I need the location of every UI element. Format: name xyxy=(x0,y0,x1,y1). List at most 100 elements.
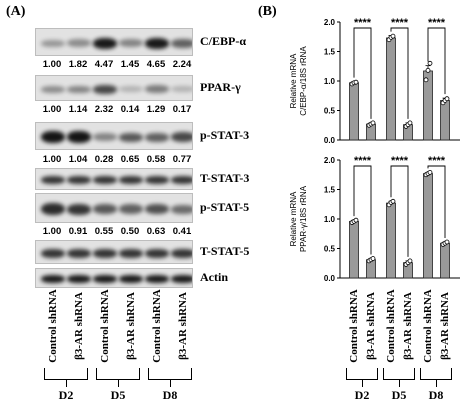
day-bracket xyxy=(346,368,378,387)
blot-band xyxy=(145,85,169,93)
blot-band xyxy=(119,249,143,258)
blot-band xyxy=(145,133,169,142)
protein-label: C/EBP-α xyxy=(200,34,247,48)
bar xyxy=(440,100,450,141)
data-point xyxy=(353,217,359,223)
y-axis-label: Relative mRNAPPAR-γ/18S rRNA xyxy=(289,185,308,252)
y-tick-label: 0.0 xyxy=(324,136,336,145)
bar xyxy=(386,202,396,279)
data-point xyxy=(423,77,429,83)
blot-band xyxy=(119,133,143,142)
panel-b-label: (B) xyxy=(258,4,277,19)
blot-band xyxy=(119,204,143,214)
blot-strip xyxy=(35,168,193,190)
quant-value: 0.65 xyxy=(120,154,140,165)
blot-band xyxy=(171,205,192,214)
y-tick-label: 0.5 xyxy=(324,245,336,254)
y-tick-label: 1.5 xyxy=(324,186,336,195)
data-point xyxy=(444,239,450,245)
quant-value: 1.29 xyxy=(146,104,166,115)
y-axis-label-line: Relative mRNA xyxy=(289,191,298,246)
blot-band xyxy=(171,39,192,48)
blot-band xyxy=(93,249,117,258)
lane-label: β3-AR shRNA xyxy=(439,292,451,360)
blot-band xyxy=(171,275,192,283)
data-point xyxy=(370,120,376,126)
blot-band xyxy=(93,275,117,283)
bar xyxy=(386,37,396,141)
blot-band xyxy=(67,39,91,47)
quant-value: 1.00 xyxy=(42,104,62,115)
day-bracket xyxy=(383,368,415,387)
blot-band xyxy=(41,86,65,93)
blot-band xyxy=(171,176,192,184)
blot-band xyxy=(93,85,117,94)
blot-band xyxy=(145,176,169,184)
data-point xyxy=(427,60,433,66)
y-axis-label-line: PPAR-γ/18S rRNA xyxy=(299,185,308,252)
quant-value: 4.65 xyxy=(146,59,166,70)
lane-label: Control shRNA xyxy=(348,289,360,363)
significance-bracket xyxy=(353,165,372,255)
blot-band xyxy=(145,249,169,258)
blot-band xyxy=(67,86,91,93)
y-tick-label: 2.0 xyxy=(324,18,336,27)
y-tick-label: 1.0 xyxy=(324,215,336,224)
day-label: D8 xyxy=(428,388,444,402)
blot-band xyxy=(41,131,65,143)
data-point xyxy=(425,67,431,73)
blot-band xyxy=(119,275,143,283)
bar xyxy=(349,82,359,141)
significance-stars: **** xyxy=(428,17,446,29)
blot-band xyxy=(41,275,65,283)
significance-bracket xyxy=(353,27,372,119)
quant-value: 0.91 xyxy=(68,226,88,237)
blot-band xyxy=(41,249,65,258)
significance-bracket xyxy=(427,165,446,239)
day-label: D2 xyxy=(58,388,74,402)
protein-label: T-STAT-5 xyxy=(200,244,250,258)
protein-label: T-STAT-3 xyxy=(200,171,250,185)
blot-band xyxy=(93,176,117,184)
quant-row: 1.00 1.04 0.28 0.65 0.58 0.77 xyxy=(35,154,193,166)
blot-band xyxy=(67,204,91,215)
data-point xyxy=(427,169,433,175)
quant-value: 0.17 xyxy=(172,104,192,115)
lane-label: Control shRNA xyxy=(385,289,397,363)
quant-value: 1.14 xyxy=(68,104,88,115)
day-bracket xyxy=(44,368,88,387)
significance-bracket xyxy=(427,27,446,95)
quant-value: 1.45 xyxy=(120,59,140,70)
quant-value: 0.28 xyxy=(94,154,114,165)
blot-band xyxy=(171,249,192,258)
day-bracket xyxy=(148,368,192,387)
day-bracket xyxy=(420,368,452,387)
blot-strip xyxy=(35,28,193,56)
blot-band xyxy=(93,133,117,141)
protein-label: p-STAT-5 xyxy=(200,200,250,214)
quant-value: 4.47 xyxy=(94,59,114,70)
quant-value: 1.82 xyxy=(68,59,88,70)
quant-value: 0.63 xyxy=(146,226,166,237)
quant-value: 2.24 xyxy=(172,59,192,70)
data-point xyxy=(390,33,396,39)
blot-band xyxy=(171,132,192,142)
day-label: D8 xyxy=(162,388,178,402)
lane-label: Control shRNA xyxy=(422,289,434,363)
blot-band xyxy=(41,40,65,47)
blot-band xyxy=(119,86,143,92)
significance-bracket xyxy=(390,165,409,257)
y-axis-label-line: Relative mRNA xyxy=(289,53,298,108)
y-tick-label: 1.5 xyxy=(324,48,336,57)
blot-band xyxy=(93,204,117,214)
quant-row: 1.00 1.14 2.32 0.14 1.29 0.17 xyxy=(35,104,193,116)
data-point xyxy=(370,256,376,261)
data-point xyxy=(407,120,413,126)
blot-band xyxy=(145,38,169,49)
data-point xyxy=(407,258,413,264)
significance-stars: **** xyxy=(428,155,446,167)
day-label: D2 xyxy=(354,388,370,402)
blot-band xyxy=(67,176,91,184)
blot-band xyxy=(119,39,143,47)
blot-strip xyxy=(35,193,193,223)
